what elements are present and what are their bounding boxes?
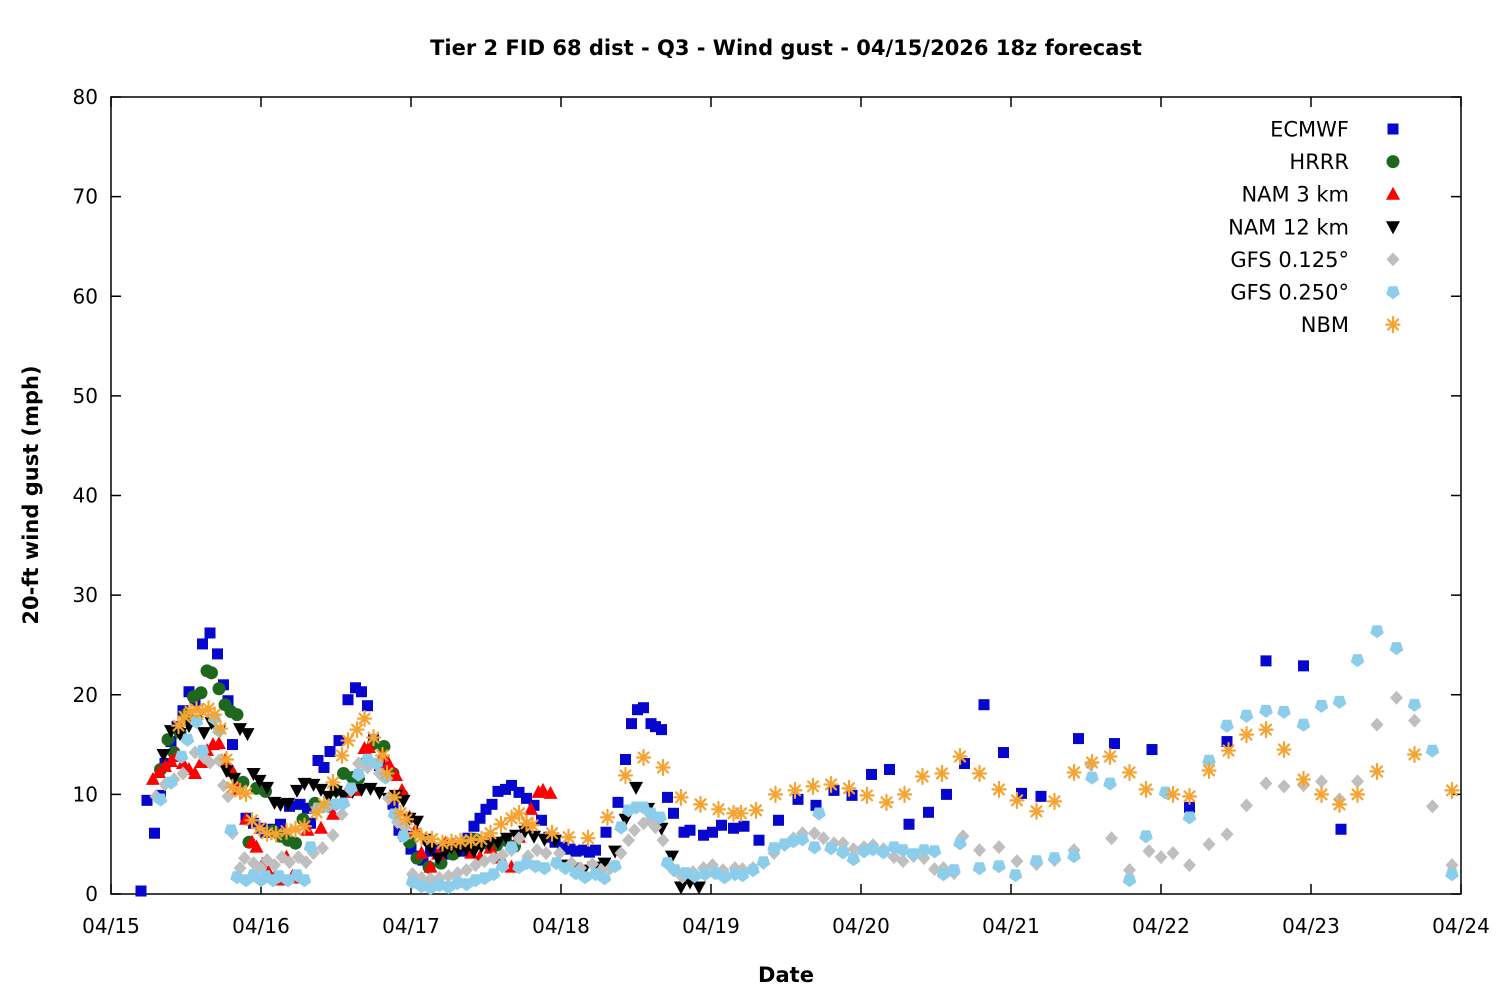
- y-tick-label: 70: [73, 185, 98, 209]
- asterisk-legend-marker-icon: [1385, 316, 1401, 334]
- series-gfs-0-250--points: [153, 625, 1459, 896]
- x-tick-label: 04/24: [1432, 914, 1490, 938]
- legend: ECMWF HRRR NAM 3 km NAM 12 km GFS 0.125° GFS …: [1228, 118, 1401, 337]
- diamond-legend-marker-icon: [1386, 252, 1400, 267]
- x-tick-label: 04/21: [982, 914, 1040, 938]
- circle-legend-marker-icon: [1386, 155, 1400, 169]
- x-tick-label: 04/18: [532, 914, 590, 938]
- legend-label-gfs-0-250-: GFS 0.250°: [1230, 281, 1349, 305]
- legend-label-nam-12-km: NAM 12 km: [1228, 215, 1349, 239]
- y-tick-label: 60: [73, 284, 98, 308]
- triangle-up-legend-marker-icon: [1386, 186, 1400, 200]
- x-tick-label: 04/19: [682, 914, 740, 938]
- x-tick-label: 04/23: [1282, 914, 1340, 938]
- legend-label-nam-3-km: NAM 3 km: [1241, 183, 1349, 207]
- x-tick-label: 04/20: [832, 914, 890, 938]
- y-tick-label: 40: [73, 484, 98, 508]
- legend-label-nbm: NBM: [1301, 313, 1349, 337]
- legend-label-gfs-0-125-: GFS 0.125°: [1230, 248, 1349, 272]
- y-axis-label: 20-ft wind gust (mph): [19, 365, 43, 625]
- square-legend-marker-icon: [1387, 123, 1399, 135]
- x-tick-label: 04/17: [382, 914, 440, 938]
- y-tick-label: 30: [73, 583, 98, 607]
- chart-title: Tier 2 FID 68 dist - Q3 - Wind gust - 04…: [430, 36, 1142, 60]
- triangle-down-legend-marker-icon: [1386, 221, 1400, 235]
- y-tick-label: 0: [85, 882, 98, 906]
- axis-ticks: 04/15 04/16 04/17 04/18 04/19 04/20 04/21 04/22…: [73, 85, 1490, 938]
- x-tick-label: 04/22: [1132, 914, 1190, 938]
- pentagon-legend-marker-icon: [1386, 286, 1400, 300]
- y-tick-label: 10: [73, 782, 98, 806]
- y-tick-label: 80: [73, 85, 98, 109]
- x-tick-label: 04/16: [232, 914, 290, 938]
- y-tick-label: 20: [73, 683, 98, 707]
- legend-label-hrrr: HRRR: [1289, 150, 1349, 174]
- y-tick-label: 50: [73, 384, 98, 408]
- series-nbm-points: [170, 700, 1460, 852]
- x-tick-label: 04/15: [82, 914, 140, 938]
- legend-label-ecmwf: ECMWF: [1270, 118, 1349, 142]
- x-axis-label: Date: [758, 963, 814, 987]
